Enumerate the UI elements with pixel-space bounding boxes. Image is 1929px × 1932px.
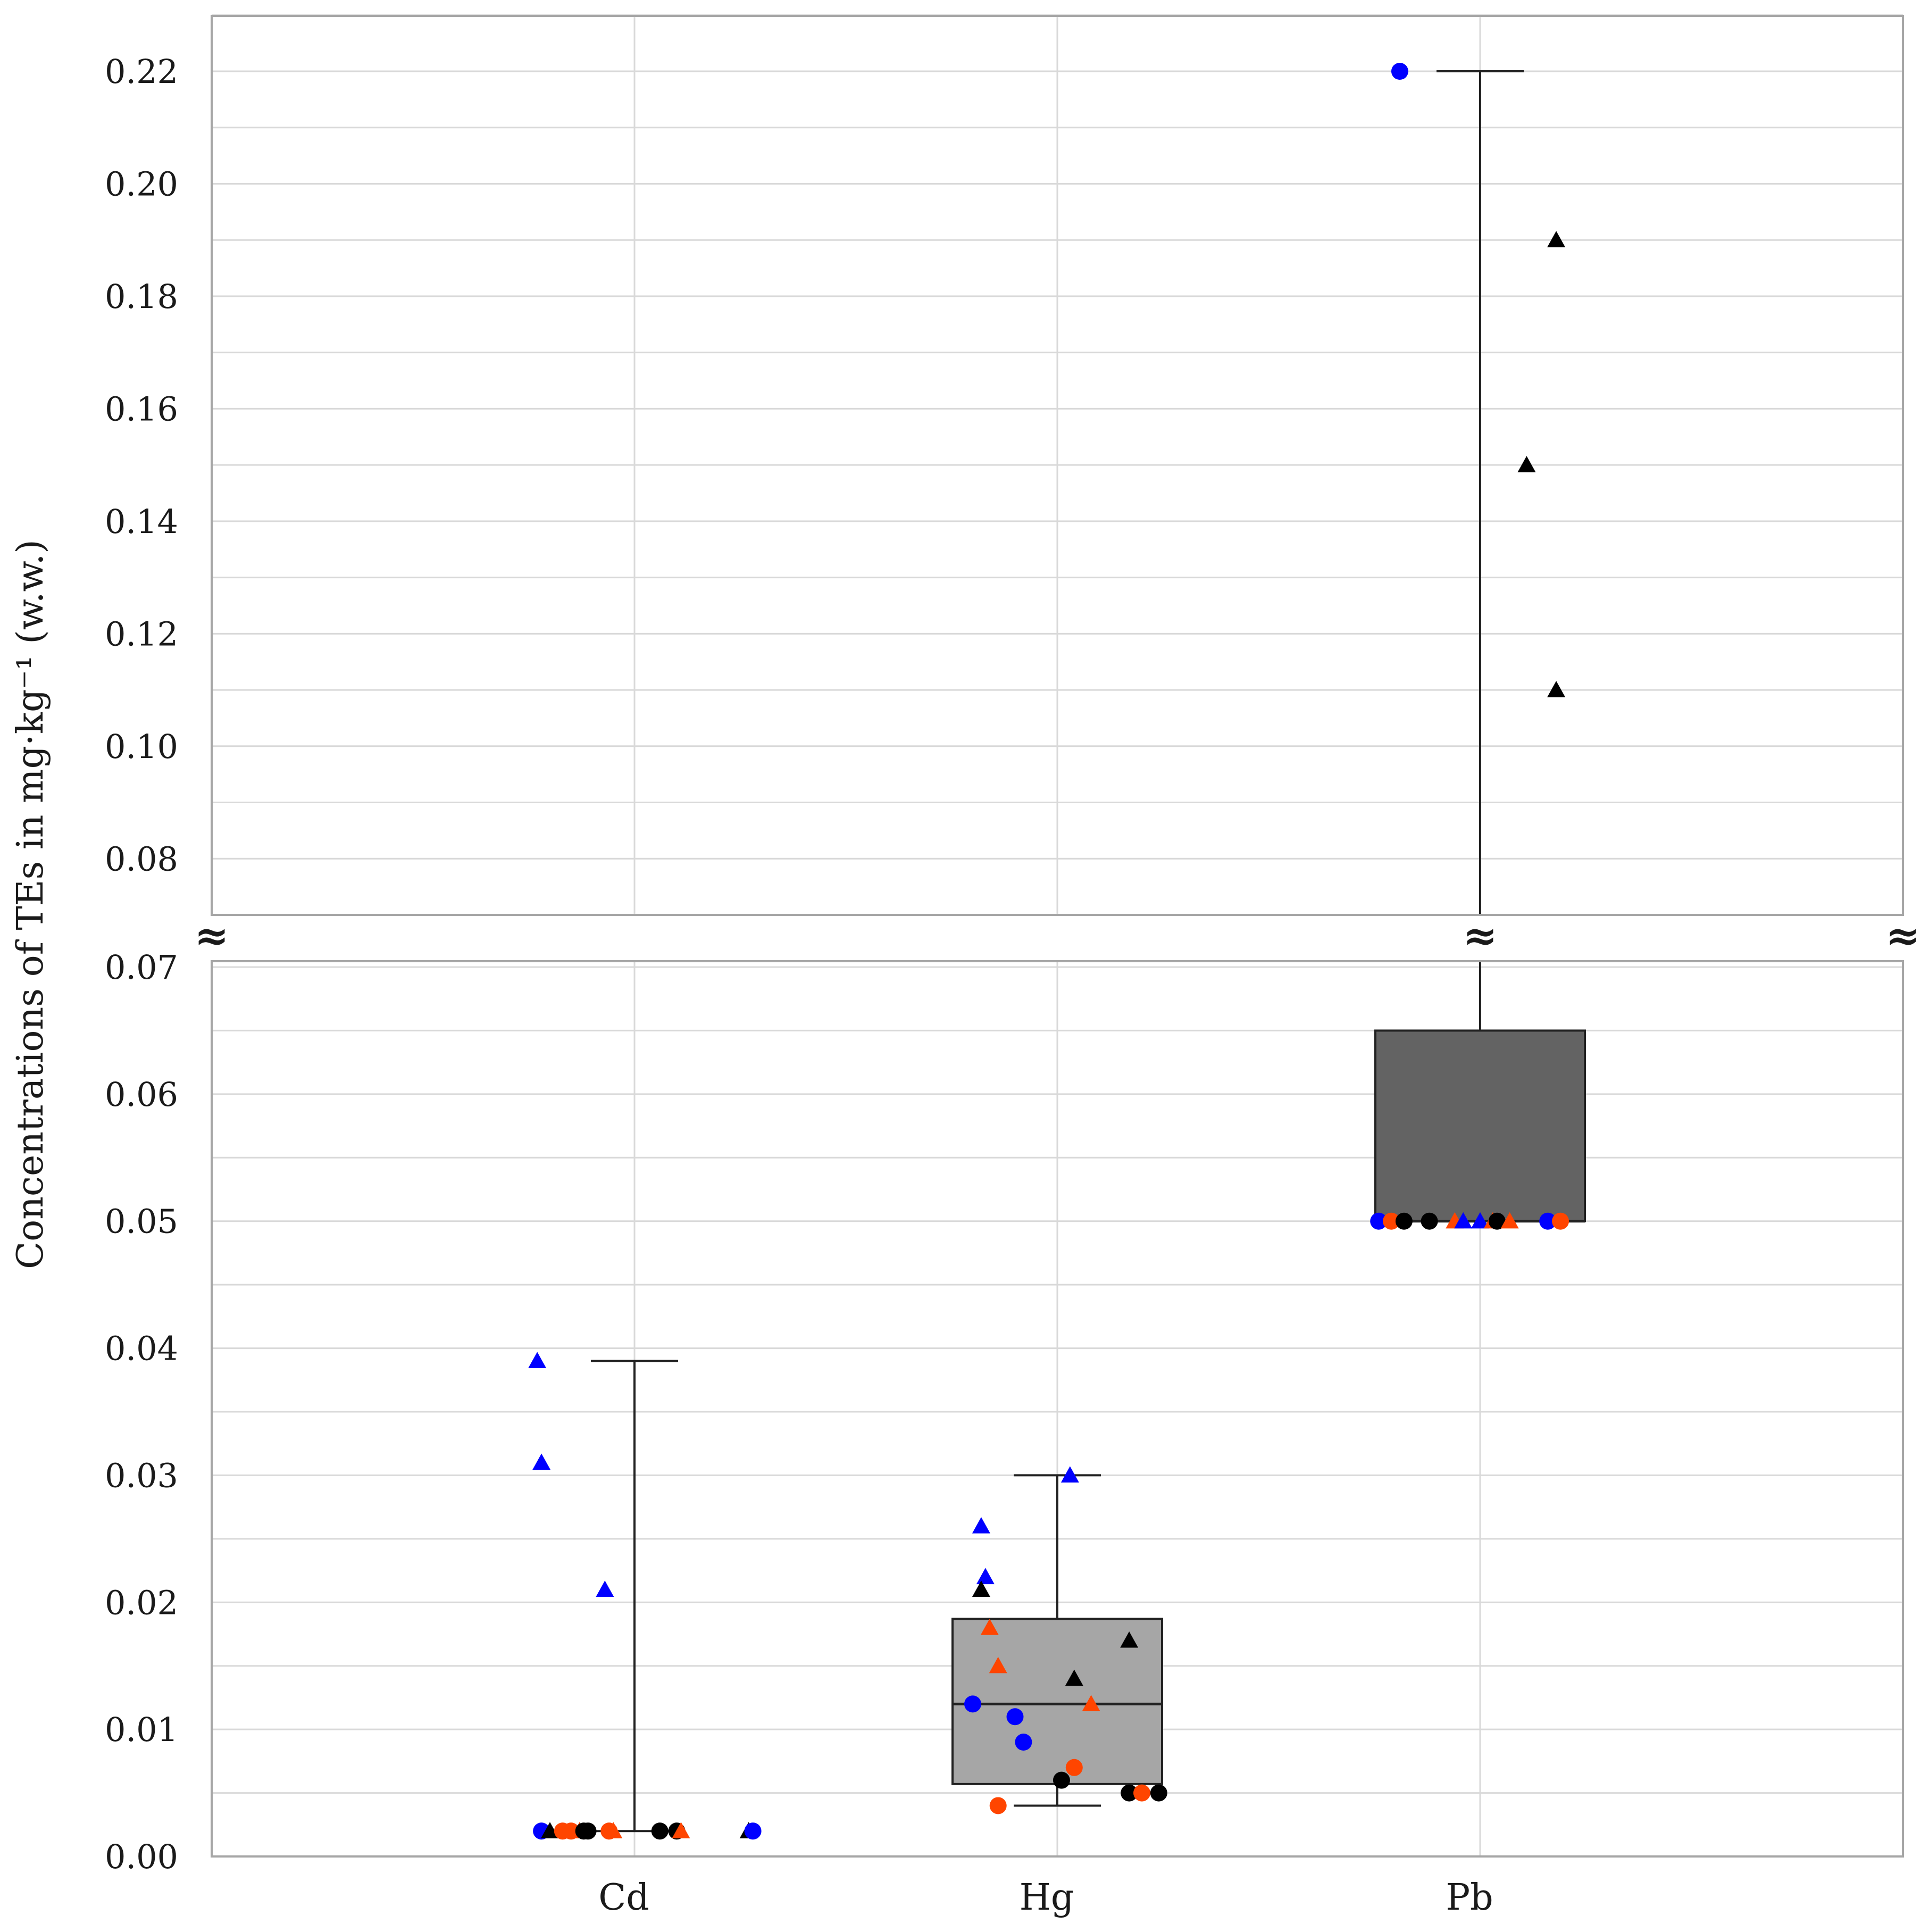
data-point-hg	[1082, 1695, 1100, 1711]
y-tick-label: 0.10	[105, 727, 178, 766]
data-point-pb	[1488, 1212, 1506, 1230]
y-tick-label: 0.12	[105, 614, 178, 653]
y-tick-label: 0.03	[105, 1456, 178, 1495]
y-tick-label: 0.07	[105, 948, 178, 987]
axis-break-symbol: ≈	[1463, 912, 1497, 960]
y-tick-label: 0.22	[105, 52, 178, 91]
data-point-cd	[672, 1822, 690, 1838]
data-point-pb	[1395, 1212, 1413, 1230]
data-point-hg	[1065, 1759, 1083, 1776]
data-point-hg	[989, 1656, 1007, 1673]
data-point-cd	[651, 1822, 669, 1840]
data-point-hg	[1120, 1631, 1139, 1648]
x-tick-label: Pb	[1446, 1877, 1493, 1919]
data-point-hg	[1060, 1466, 1079, 1483]
y-tick-label: 0.00	[105, 1837, 178, 1876]
data-point-hg	[1006, 1708, 1024, 1726]
data-point-cd	[744, 1822, 762, 1840]
frame-layer	[211, 15, 1904, 1858]
y-tick-label: 0.08	[105, 839, 178, 878]
data-point-hg	[989, 1797, 1007, 1814]
data-point-hg	[964, 1695, 981, 1713]
y-tick-label: 0.16	[105, 389, 178, 428]
axis-break-symbol: ≈	[194, 912, 229, 960]
data-point-pb	[1552, 1212, 1569, 1230]
point-layer	[528, 63, 1569, 1840]
data-point-pb	[1500, 1212, 1519, 1229]
data-point-pb	[1391, 63, 1408, 80]
data-point-cd	[532, 1453, 551, 1470]
data-point-hg	[1150, 1784, 1167, 1802]
grid-layer	[212, 14, 1903, 1856]
y-tick-label: 0.05	[105, 1202, 178, 1241]
data-point-pb	[1370, 1212, 1388, 1230]
data-point-hg	[972, 1580, 990, 1597]
data-point-pb	[1454, 1212, 1473, 1229]
y-tick-label: 0.02	[105, 1583, 178, 1622]
data-point-cd	[541, 1822, 559, 1838]
data-point-cd	[604, 1822, 623, 1838]
data-point-hg	[1015, 1734, 1032, 1751]
data-point-hg	[1121, 1784, 1138, 1802]
data-point-pb	[1547, 681, 1566, 697]
y-tick-label: 0.14	[105, 502, 178, 541]
data-point-pb	[1547, 231, 1566, 247]
data-point-hg	[976, 1568, 995, 1585]
data-point-cd	[596, 1580, 614, 1597]
y-tick-label: 0.04	[105, 1329, 178, 1368]
box-layer	[591, 70, 1586, 1833]
data-point-pb	[1517, 456, 1536, 472]
data-point-cd	[528, 1352, 547, 1369]
data-point-hg	[1053, 1771, 1070, 1789]
box-pb	[1374, 1029, 1586, 1222]
upper-panel-frame	[211, 15, 1904, 916]
y-tick-label: 0.20	[105, 164, 178, 203]
lower-panel-frame	[211, 960, 1904, 1858]
data-point-hg	[972, 1517, 990, 1534]
axis-break-symbol: ≈	[1885, 912, 1920, 960]
data-point-pb	[1383, 1212, 1400, 1230]
x-tick-label: Hg	[1020, 1877, 1074, 1919]
x-tick-label: Cd	[598, 1877, 649, 1919]
data-point-pb	[1471, 1212, 1489, 1229]
y-tick-label: 0.01	[105, 1710, 178, 1749]
data-point-hg	[1133, 1784, 1150, 1802]
data-point-hg	[980, 1619, 999, 1635]
data-point-cd	[579, 1822, 597, 1840]
label-layer: ≈ ≈ ≈0.00 0.01 0.02 0.03 0.04 0.05 0.06 0.07 0.08 0…	[105, 52, 1920, 1919]
y-axis-title: Concentrations of TEs in mg·kg⁻¹ (w.w.)	[10, 539, 52, 1269]
data-point-hg	[1065, 1669, 1083, 1686]
data-point-pb	[1539, 1212, 1557, 1230]
y-tick-label: 0.18	[105, 277, 178, 316]
data-point-pb	[1421, 1212, 1438, 1230]
y-tick-label: 0.06	[105, 1075, 178, 1114]
